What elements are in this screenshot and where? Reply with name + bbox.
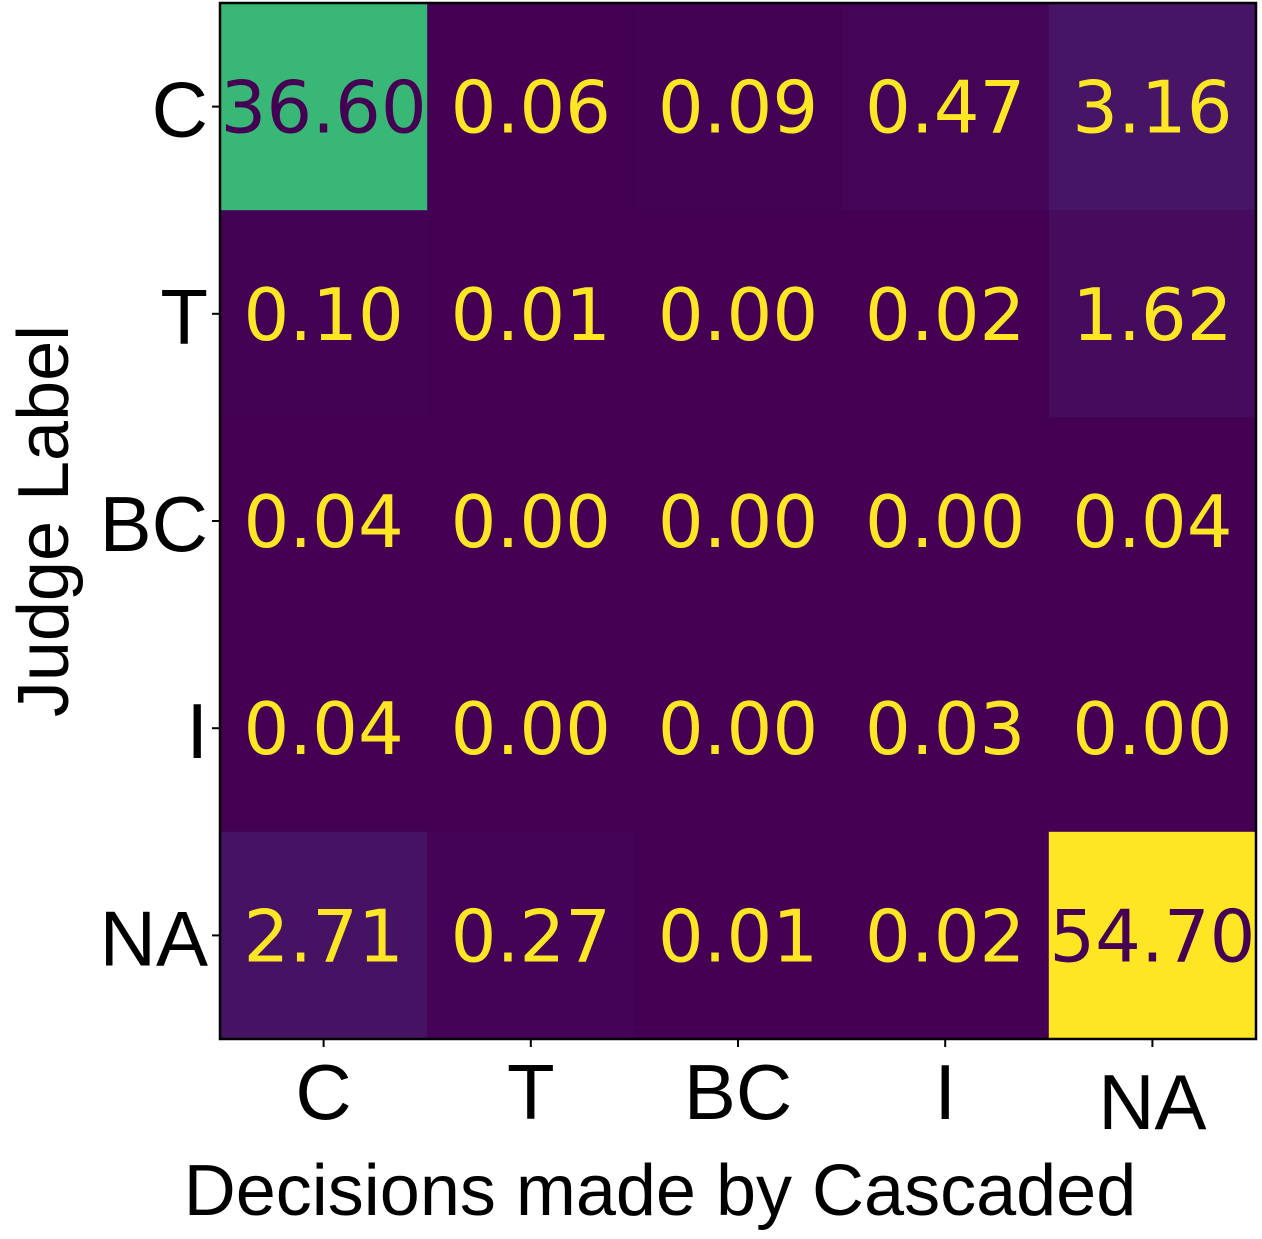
cell-value-label: 0.47 (865, 66, 1025, 150)
cell-value-label: 2.71 (243, 894, 403, 978)
heatmap-cell (1048, 624, 1257, 833)
x-axis-title: Decisions made by Cascaded (184, 1151, 1137, 1231)
x-tick-label: T (507, 1048, 555, 1136)
cell-value-label: 0.06 (451, 66, 611, 150)
heatmap-cell (427, 624, 635, 833)
cell-value-label: 0.00 (865, 480, 1025, 564)
cell-value-label: 1.62 (1072, 273, 1232, 357)
cell-value-label: 0.00 (1072, 687, 1232, 771)
cell-value-label: 0.02 (865, 894, 1025, 978)
y-tick-label: I (186, 687, 208, 775)
x-tick-label: C (295, 1048, 351, 1136)
heatmap-cell-labels: 36.60 0.06 0.09 0.47 3.16 0.10 0.01 0.00 0.02 1.6… (221, 66, 1256, 979)
y-tick-label: NA (100, 894, 208, 982)
heatmap-cell (427, 3, 635, 211)
cell-value-label: 0.04 (243, 687, 403, 771)
x-axis-tick-labels: C T BC I NA (295, 1048, 1206, 1146)
heatmap-cell (634, 831, 843, 1040)
cell-value-label: 0.03 (865, 687, 1025, 771)
heatmap-cell (427, 210, 635, 418)
heatmap-cell (634, 210, 843, 418)
heatmap-cell (220, 3, 428, 211)
cell-value-label: 0.02 (865, 273, 1025, 357)
y-tick-label: C (152, 66, 208, 154)
cell-value-label: 0.00 (658, 273, 818, 357)
heatmap-cell (841, 210, 1050, 418)
cell-value-label: 0.10 (243, 273, 403, 357)
y-tick-label: T (160, 273, 208, 361)
cell-value-label: 0.00 (451, 480, 611, 564)
cell-value-label: 54.70 (1049, 894, 1255, 978)
x-tick-label: BC (684, 1048, 792, 1136)
heatmap-cell (1048, 3, 1257, 211)
heatmap-cell (841, 417, 1050, 626)
cell-value-label: 0.09 (658, 66, 818, 150)
heatmap-cell (220, 417, 428, 626)
heatmap-cell (220, 624, 428, 833)
cell-value-label: 0.27 (451, 894, 611, 978)
heatmap-cells (220, 3, 1257, 1040)
cell-value-label: 0.01 (658, 894, 818, 978)
cell-value-label: 0.04 (1072, 480, 1232, 564)
x-tick-label: NA (1098, 1058, 1206, 1146)
heatmap-cell (220, 210, 428, 418)
heatmap-cell (1048, 417, 1257, 626)
heatmap-cell (841, 831, 1050, 1040)
heatmap-cell (427, 831, 635, 1040)
y-axis-title: Judge Label (4, 325, 84, 717)
heatmap-cell (1048, 831, 1257, 1040)
x-tick-label: I (934, 1048, 956, 1136)
axis-ticks (212, 105, 1154, 1047)
heatmap-cell (841, 3, 1050, 211)
y-axis-tick-labels: C T BC I NA (100, 66, 208, 983)
heatmap-cell (841, 624, 1050, 833)
cell-value-label: 3.16 (1072, 66, 1232, 150)
cell-value-label: 0.04 (243, 480, 403, 564)
cell-value-label: 0.00 (658, 480, 818, 564)
heatmap-cell (634, 624, 843, 833)
heatmap-cell (634, 417, 843, 626)
heatmap-cell (427, 417, 635, 626)
heatmap-cell (1048, 210, 1257, 418)
cell-value-label: 36.60 (221, 66, 427, 150)
cell-value-label: 0.00 (451, 687, 611, 771)
cell-value-label: 0.00 (658, 687, 818, 771)
heatmap-cell (220, 831, 428, 1040)
cell-value-label: 0.01 (451, 273, 611, 357)
heatmap-cell (634, 3, 843, 211)
y-tick-label: BC (100, 480, 208, 568)
